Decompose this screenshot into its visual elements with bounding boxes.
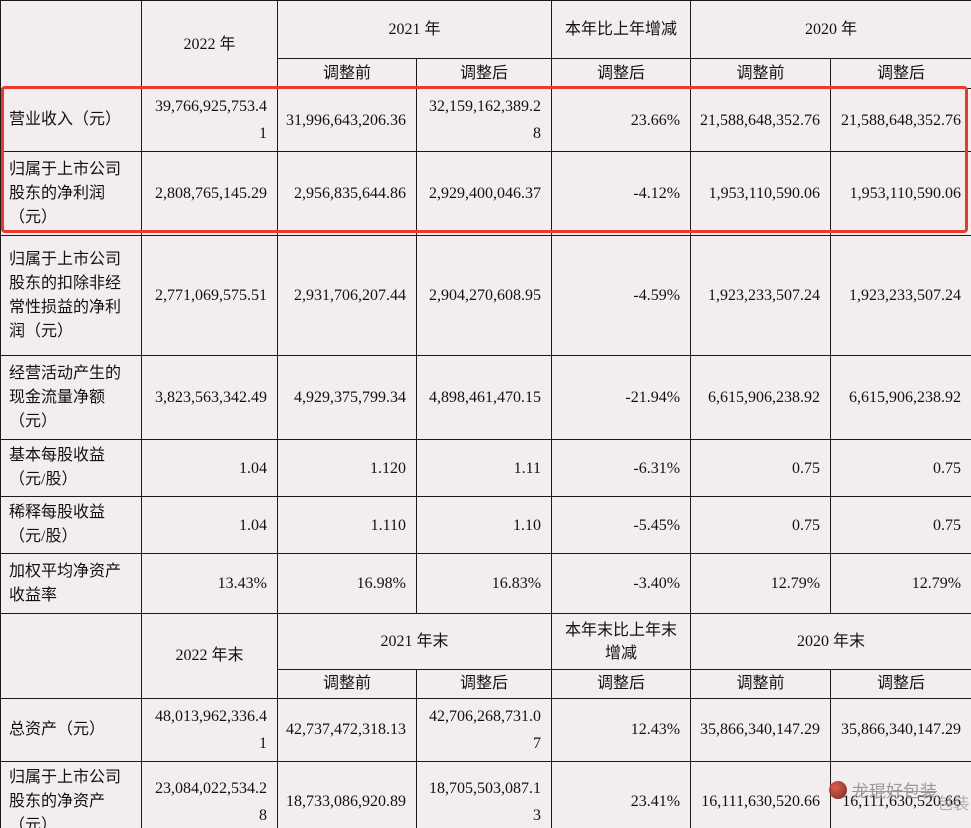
- cell-2022: 13.43%: [141, 553, 278, 615]
- cell-2020-pre: 35,866,340,147.29: [690, 697, 832, 762]
- table-row-total-assets: 总资产（元） 48,013,962,336.41 42,737,472,318.…: [0, 697, 971, 762]
- cell-2021-post: 18,705,503,087.13: [415, 760, 553, 828]
- cell-2020-pre: 12.79%: [690, 553, 832, 615]
- table-row-revenue: 营业收入（元） 39,766,925,753.41 31,996,643,206…: [0, 87, 971, 153]
- cell-2021-pre: 1.110: [277, 496, 417, 555]
- cell-2020-pre: 1,953,110,590.06: [690, 151, 832, 237]
- cell-2020-pre: 0.75: [690, 439, 832, 498]
- cell-2022: 3,823,563,342.49: [141, 355, 278, 441]
- table-row-operating-cash-flow: 经营活动产生的现金流量净额（元） 3,823,563,342.49 4,929,…: [0, 355, 971, 441]
- corner-cell: [0, 613, 142, 699]
- header-2020: 2020 年: [690, 0, 971, 59]
- header-2021-post: 调整后: [415, 58, 553, 89]
- cell-2021-post: 42,706,268,731.07: [415, 697, 553, 762]
- cell-2021-pre: 2,956,835,644.86: [277, 151, 417, 237]
- table-row-diluted-eps: 稀释每股收益（元/股） 1.04 1.110 1.10 -5.45% 0.75 …: [0, 496, 971, 555]
- cell-2020-pre: 0.75: [690, 496, 832, 555]
- cell-change: -21.94%: [551, 355, 692, 441]
- header-2021-pre: 调整前: [277, 58, 417, 89]
- header-row-1: 2022 年 2021 年 本年比上年增减 2020 年: [0, 0, 971, 89]
- cell-2021-pre: 1.120: [277, 439, 417, 498]
- header-change-post: 调整后: [551, 58, 692, 89]
- header-2022: 2022 年: [141, 0, 278, 89]
- cell-2022: 2,771,069,575.51: [141, 235, 278, 357]
- cell-2020-post: 35,866,340,147.29: [830, 697, 971, 762]
- cell-change: 12.43%: [551, 697, 692, 762]
- cell-2021-pre: 16.98%: [277, 553, 417, 615]
- row-label: 加权平均净资产收益率: [0, 553, 142, 615]
- cell-2021-post: 1.11: [415, 439, 553, 498]
- row-label: 稀释每股收益（元/股）: [0, 496, 142, 555]
- table-row-net-profit-excl-nonrecurring: 归属于上市公司股东的扣除非经常性损益的净利润（元） 2,771,069,575.…: [0, 235, 971, 357]
- table-row-weighted-avg-roe: 加权平均净资产收益率 13.43% 16.98% 16.83% -3.40% 1…: [0, 553, 971, 615]
- header-2020-post: 调整后: [830, 58, 971, 89]
- cell-2021-post: 2,929,400,046.37: [415, 151, 553, 237]
- cell-2021-post: 4,898,461,470.15: [415, 355, 553, 441]
- cell-2020-post: 0.75: [830, 439, 971, 498]
- header-2021: 2021 年: [276, 0, 553, 59]
- header-change-end-post: 调整后: [551, 669, 692, 699]
- header-2020-end-post: 调整后: [830, 669, 971, 699]
- cell-2021-pre: 4,929,375,799.34: [277, 355, 417, 441]
- cell-2020-pre: 21,588,648,352.76: [690, 87, 832, 153]
- header-2022-end: 2022 年末: [141, 613, 278, 699]
- cell-2020-post: 6,615,906,238.92: [830, 355, 971, 441]
- cell-2021-post: 2,904,270,608.95: [415, 235, 553, 357]
- header-row-3: 2022 年末 2021 年末 本年末比上年末增减 2020 年末: [0, 613, 971, 699]
- cell-2020-post: 1,923,233,507.24: [830, 235, 971, 357]
- cell-2020-post: 1,953,110,590.06: [830, 151, 971, 237]
- cell-2020-post: 12.79%: [830, 553, 971, 615]
- cell-2020-post: 21,588,648,352.76: [830, 87, 971, 153]
- row-label: 营业收入（元）: [0, 87, 142, 153]
- header-2021-end-pre: 调整前: [277, 669, 417, 699]
- header-2021-end-post: 调整后: [415, 669, 553, 699]
- header-2020-end: 2020 年末: [690, 613, 971, 671]
- row-label: 基本每股收益（元/股）: [0, 439, 142, 498]
- cell-2020-pre: 1,923,233,507.24: [690, 235, 832, 357]
- row-label: 归属于上市公司股东的扣除非经常性损益的净利润（元）: [0, 235, 142, 357]
- cell-change: 23.66%: [551, 87, 692, 153]
- row-label: 归属于上市公司股东的净利润（元）: [0, 151, 142, 237]
- cell-change: -6.31%: [551, 439, 692, 498]
- cell-2020-pre: 6,615,906,238.92: [690, 355, 832, 441]
- cell-2020-pre: 16,111,630,520.66: [690, 760, 832, 828]
- table-row-net-assets: 归属于上市公司股东的净资产（元） 23,084,022,534.28 18,73…: [0, 760, 971, 828]
- cell-2022: 1.04: [141, 439, 278, 498]
- cell-2020-post: 0.75: [830, 496, 971, 555]
- cell-2021-post: 32,159,162,389.28: [415, 87, 553, 153]
- header-change-end: 本年末比上年末增减: [551, 613, 692, 671]
- cell-2022: 39,766,925,753.41: [141, 87, 278, 153]
- cell-2021-post: 16.83%: [415, 553, 553, 615]
- cell-2022: 23,084,022,534.28: [141, 760, 278, 828]
- cell-change: -4.59%: [551, 235, 692, 357]
- cell-2021-post: 1.10: [415, 496, 553, 555]
- row-label: 总资产（元）: [0, 697, 142, 762]
- row-label: 归属于上市公司股东的净资产（元）: [0, 760, 142, 828]
- header-2020-pre: 调整前: [690, 58, 832, 89]
- cell-change: -3.40%: [551, 553, 692, 615]
- cell-2021-pre: 31,996,643,206.36: [277, 87, 417, 153]
- header-2020-end-pre: 调整前: [690, 669, 832, 699]
- header-change: 本年比上年增减: [551, 0, 692, 59]
- cell-2022: 2,808,765,145.29: [141, 151, 278, 237]
- cell-2022: 1.04: [141, 496, 278, 555]
- cell-change: -4.12%: [551, 151, 692, 237]
- row-label: 经营活动产生的现金流量净额（元）: [0, 355, 142, 441]
- cell-2022: 48,013,962,336.41: [141, 697, 278, 762]
- cell-change: -5.45%: [551, 496, 692, 555]
- cell-2021-pre: 2,931,706,207.44: [277, 235, 417, 357]
- cell-2021-pre: 18,733,086,920.89: [277, 760, 417, 828]
- table-row-net-profit: 归属于上市公司股东的净利润（元） 2,808,765,145.29 2,956,…: [0, 151, 971, 237]
- cell-2021-pre: 42,737,472,318.13: [277, 697, 417, 762]
- cell-2020-post: 16,111,630,520.66: [830, 760, 971, 828]
- corner-cell: [0, 0, 142, 89]
- header-row-4: 调整前 调整后 调整后 调整前 调整后: [1, 669, 971, 699]
- header-2021-end: 2021 年末: [276, 613, 553, 671]
- table-row-basic-eps: 基本每股收益（元/股） 1.04 1.120 1.11 -6.31% 0.75 …: [0, 439, 971, 498]
- cell-change: 23.41%: [551, 760, 692, 828]
- header-row-2: 调整前 调整后 调整后 调整前 调整后: [1, 58, 971, 89]
